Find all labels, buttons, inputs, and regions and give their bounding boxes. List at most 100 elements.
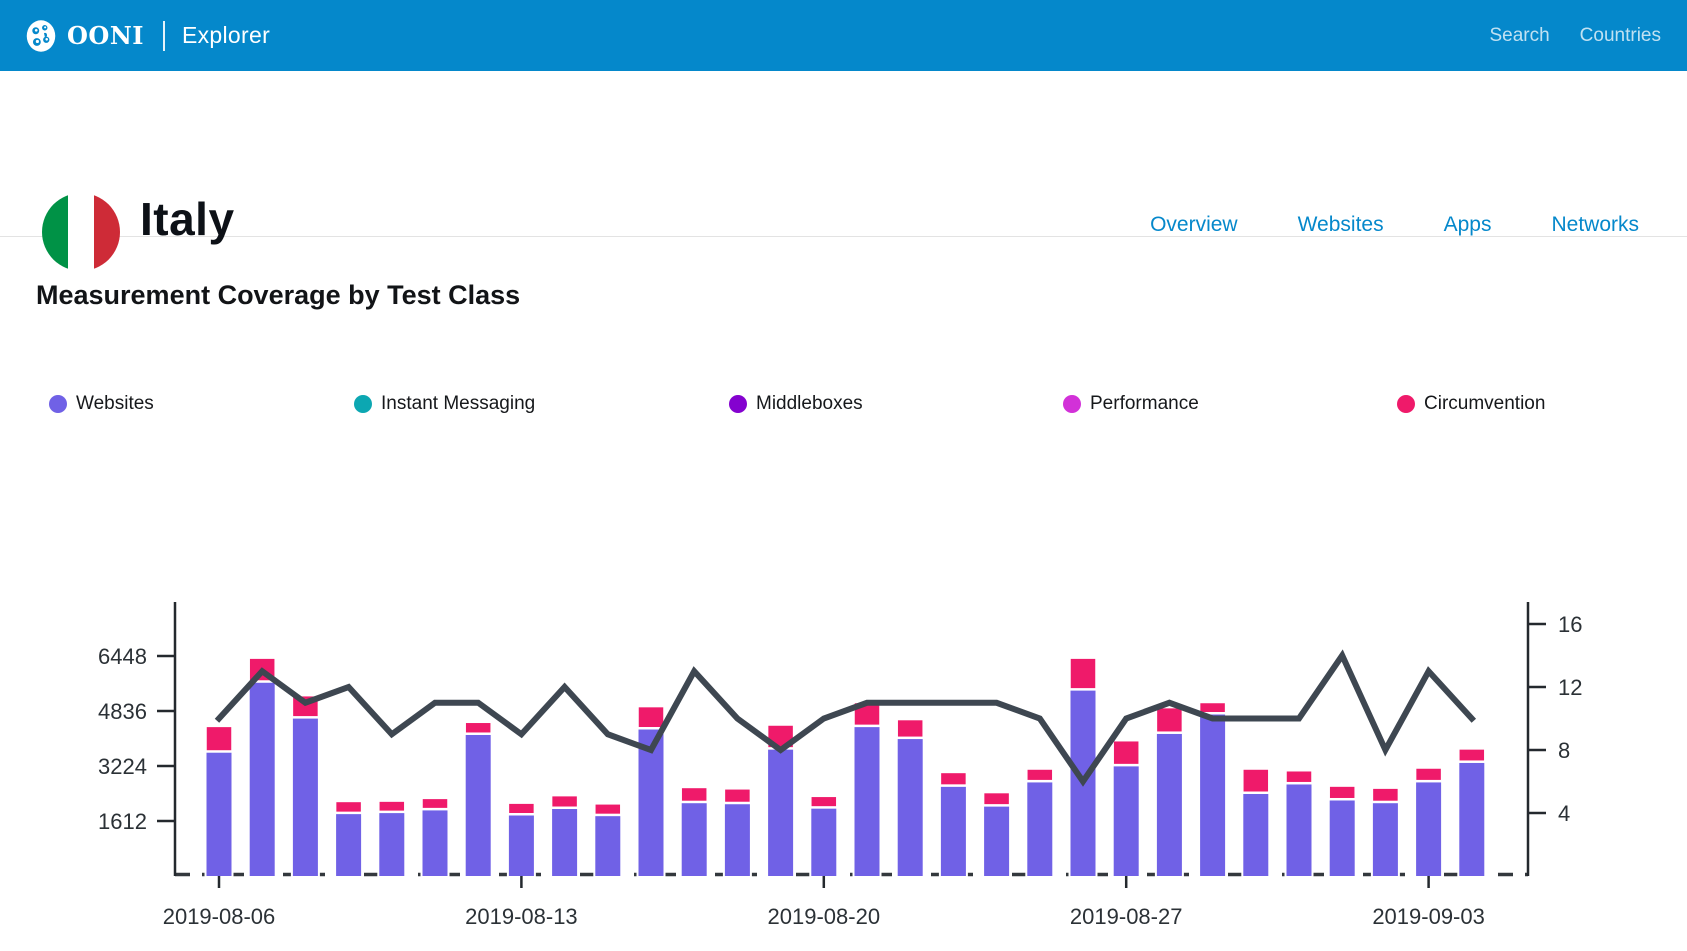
bar-circumvention-segment [1284, 768, 1314, 785]
instant-messaging-dot-icon [354, 395, 372, 413]
bar-circumvention-segment [1457, 747, 1487, 763]
bar-circumvention-segment [420, 796, 450, 811]
bar-websites-segment [809, 806, 839, 878]
bar-circumvention-segment [1197, 700, 1228, 715]
trend-line [214, 649, 1477, 787]
x-axis-label: 2019-08-06 [163, 904, 276, 929]
bar-websites-segment [377, 810, 407, 878]
legend-label: Performance [1090, 393, 1199, 414]
bar-circumvention-segment [636, 704, 666, 730]
legend-label: Websites [76, 393, 154, 414]
bar-websites-segment [1025, 780, 1055, 878]
brand-divider [162, 20, 165, 51]
bar-circumvention-segment [722, 787, 753, 805]
left-axis-tick-label: 3224 [98, 754, 147, 779]
middleboxes-dot-icon [729, 395, 747, 413]
country-name: Italy [140, 193, 235, 245]
bar-circumvention-segment [1413, 766, 1444, 783]
bar-websites-segment [550, 806, 580, 878]
bar-websites-segment [506, 813, 536, 878]
bar-circumvention-segment [549, 793, 580, 810]
bar-circumvention-segment [1154, 705, 1185, 734]
legend-item-websites: Websites [49, 393, 154, 415]
bar-websites-segment [1327, 798, 1357, 878]
flag-stripe-green [42, 193, 68, 271]
bar-websites-segment [766, 747, 796, 878]
flag-stripe-white [68, 193, 94, 271]
bar-websites-segment [1198, 712, 1228, 878]
legend-item-performance: Performance [1063, 393, 1199, 415]
legend-label: Instant Messaging [381, 393, 536, 414]
bar-websites-segment [895, 736, 925, 878]
right-axis-tick-label: 16 [1558, 612, 1582, 637]
bar-websites-segment [1457, 760, 1487, 878]
flag-stripe-red [94, 193, 120, 271]
bar-websites-segment [679, 800, 709, 878]
bar-circumvention-segment [895, 717, 925, 740]
app-header: OONI Explorer Search Countries [0, 0, 1687, 71]
bar-websites-segment [204, 750, 234, 878]
bar-websites-segment [1284, 782, 1314, 878]
bar-circumvention-segment [204, 724, 234, 753]
bar-websites-segment [852, 724, 882, 878]
bar-circumvention-segment [333, 799, 364, 815]
x-axis-label: 2019-08-13 [465, 904, 578, 929]
bar-websites-segment [463, 732, 493, 878]
tab-overview[interactable]: Overview [1150, 213, 1238, 236]
bar-websites-segment [420, 808, 450, 879]
bar-circumvention-segment [1370, 786, 1401, 804]
right-axis-tick-label: 12 [1558, 675, 1582, 700]
coverage-chart: 1612 3224 4836 6448 4 8 12 16 2019-08-06 2019-08-… [98, 602, 1582, 929]
right-axis-tick-label: 4 [1558, 801, 1570, 826]
brand-suffix: Explorer [181, 22, 271, 48]
legend-label: Middleboxes [756, 393, 863, 414]
bar-websites-segment [1154, 731, 1184, 878]
nav-countries[interactable]: Countries [1579, 24, 1661, 46]
bar-circumvention-segment [809, 794, 839, 809]
bar-websites-segment [1111, 764, 1141, 878]
bar-websites-segment [593, 813, 623, 878]
bar-circumvention-segment [377, 799, 407, 814]
bar-circumvention-segment [938, 770, 969, 787]
nav-search[interactable]: Search [1489, 24, 1550, 46]
bar-websites-segment [247, 680, 277, 878]
legend-item-middleboxes: Middleboxes [729, 393, 863, 415]
bar-circumvention-segment [679, 785, 709, 804]
legend-label: Circumvention [1424, 393, 1546, 414]
header-nav: Search Countries [1489, 25, 1661, 47]
country-header: Italy Overview Websites Apps Networks [0, 71, 1687, 271]
bar-circumvention-segment [981, 790, 1012, 807]
legend-item-instant-messaging: Instant Messaging [354, 393, 535, 415]
coverage-chart-area: 1612 3224 4836 6448 4 8 12 16 2019-08-06 2019-08-… [0, 550, 1687, 951]
bar-websites-segment [938, 784, 968, 878]
right-axis-tick-label: 8 [1558, 738, 1570, 763]
bar-websites-segment [1414, 780, 1444, 878]
bar-websites-segment [1241, 791, 1271, 878]
legend-item-circumvention: Circumvention [1397, 393, 1545, 415]
tab-websites[interactable]: Websites [1297, 213, 1384, 236]
bar-websites-segment [334, 811, 364, 878]
tab-apps[interactable]: Apps [1443, 213, 1492, 236]
brand[interactable]: OONI Explorer [26, 19, 270, 53]
x-axis-label: 2019-08-20 [768, 904, 881, 929]
bar-websites-segment [722, 801, 752, 878]
brand-name: OONI [67, 21, 144, 50]
tab-networks[interactable]: Networks [1551, 213, 1639, 236]
x-axis-label: 2019-08-27 [1070, 904, 1183, 929]
bar-circumvention-segment [1241, 767, 1271, 794]
bar-websites-segment [1370, 800, 1400, 878]
left-axis-tick-label: 6448 [98, 644, 147, 669]
bar-circumvention-segment [1327, 784, 1357, 801]
ooni-octopus-icon [26, 19, 56, 52]
italy-flag-icon [42, 193, 120, 271]
bar-circumvention-segment [463, 720, 493, 735]
x-axis-label: 2019-09-03 [1372, 904, 1485, 929]
websites-dot-icon [49, 395, 67, 413]
country-nav: Overview Websites Apps Networks [1150, 213, 1639, 237]
bar-circumvention-segment [593, 802, 623, 817]
left-axis-tick-label: 1612 [98, 809, 147, 834]
bar-websites-segment [290, 716, 320, 878]
bar-websites-segment [982, 804, 1012, 878]
bar-circumvention-segment [506, 801, 537, 816]
left-axis-tick-label: 4836 [98, 699, 147, 724]
